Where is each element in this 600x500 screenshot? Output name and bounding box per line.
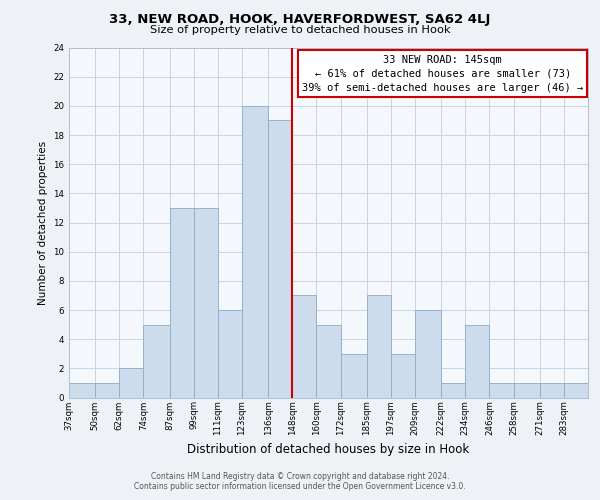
Bar [465,324,490,398]
Bar [194,208,218,398]
Bar [415,310,441,398]
Bar [316,324,341,398]
Bar [268,120,292,398]
Bar [119,368,143,398]
Bar [441,383,465,398]
Bar [540,383,564,398]
Bar [564,383,588,398]
Bar [170,208,194,398]
Text: Contains public sector information licensed under the Open Government Licence v3: Contains public sector information licen… [134,482,466,491]
Bar [143,324,170,398]
Bar [391,354,415,398]
Text: Size of property relative to detached houses in Hook: Size of property relative to detached ho… [149,25,451,35]
Text: 33, NEW ROAD, HOOK, HAVERFORDWEST, SA62 4LJ: 33, NEW ROAD, HOOK, HAVERFORDWEST, SA62 … [109,12,491,26]
Bar [490,383,514,398]
Bar [69,383,95,398]
Bar [514,383,540,398]
Bar [242,106,268,398]
Bar [292,296,316,398]
Y-axis label: Number of detached properties: Number of detached properties [38,140,47,304]
Text: 33 NEW ROAD: 145sqm
← 61% of detached houses are smaller (73)
39% of semi-detach: 33 NEW ROAD: 145sqm ← 61% of detached ho… [302,54,583,92]
Bar [218,310,242,398]
Bar [367,296,391,398]
Bar [95,383,119,398]
Text: Contains HM Land Registry data © Crown copyright and database right 2024.: Contains HM Land Registry data © Crown c… [151,472,449,481]
Bar [341,354,367,398]
X-axis label: Distribution of detached houses by size in Hook: Distribution of detached houses by size … [187,444,470,456]
